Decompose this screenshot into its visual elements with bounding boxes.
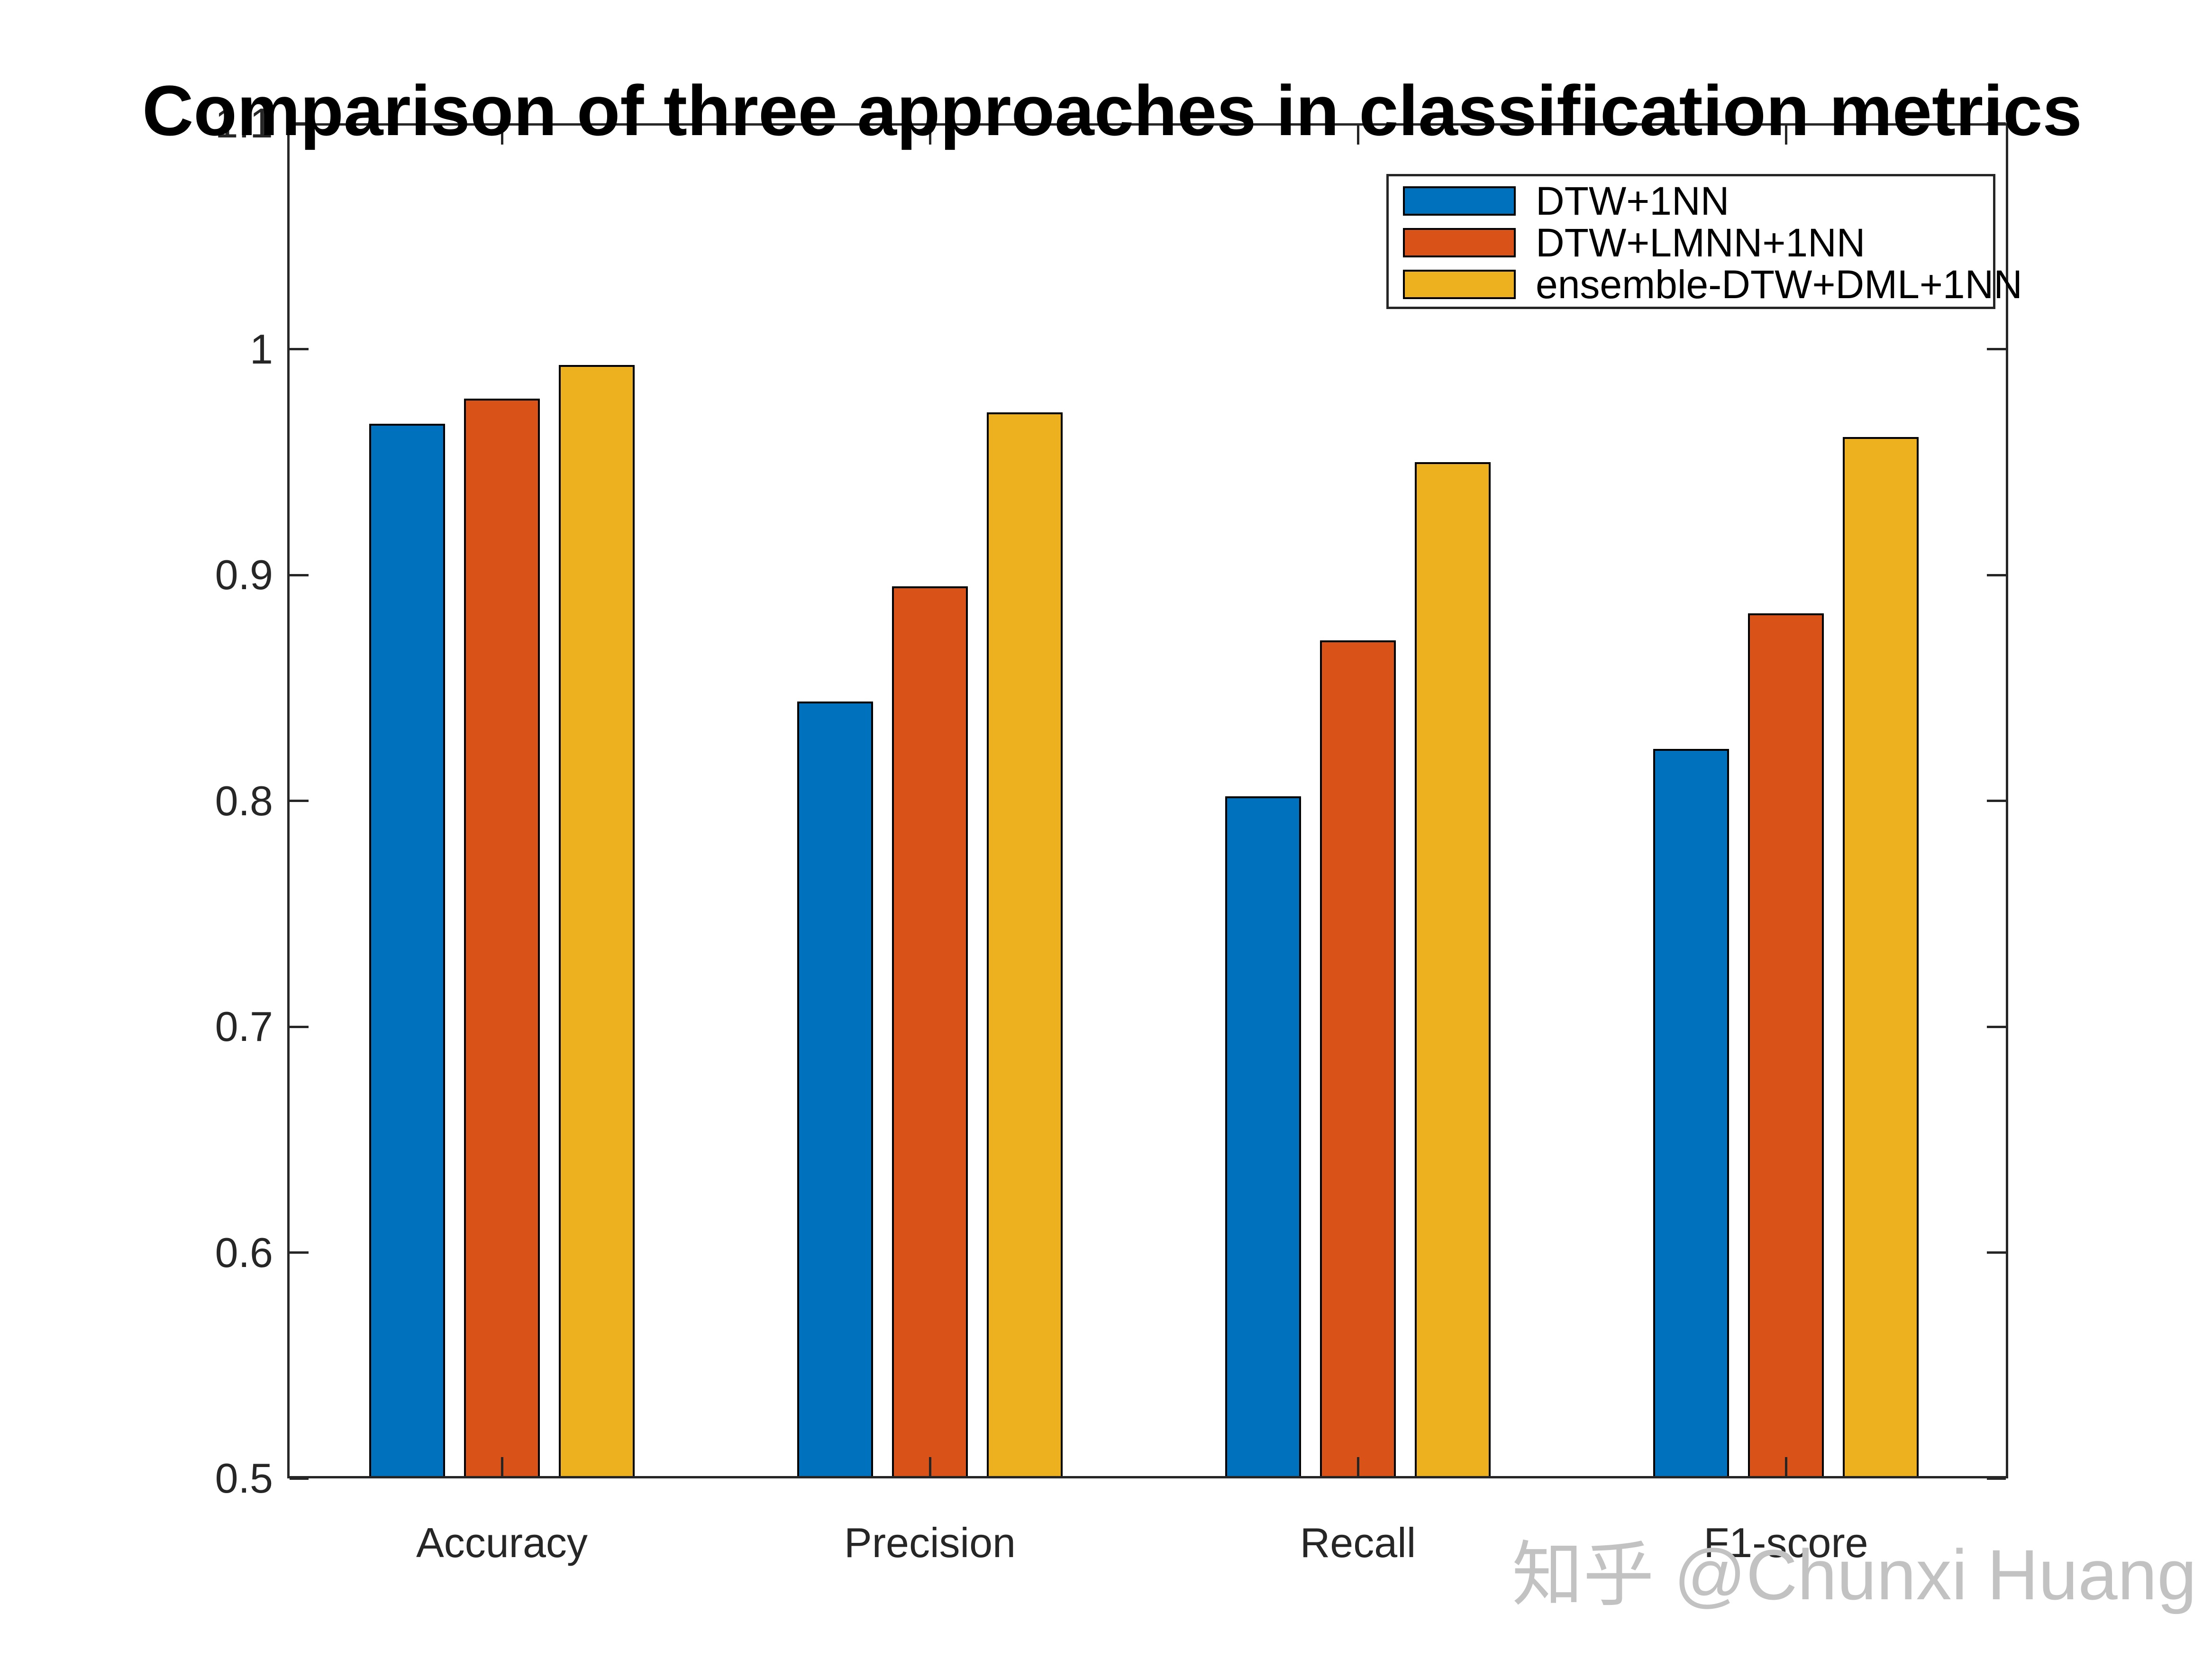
bar-ensemble-DTW+DML+1NN-Accuracy bbox=[559, 365, 635, 1478]
watermark-text: 知乎 @Chunxi Huang bbox=[1512, 1535, 2197, 1614]
x-tick-top-Accuracy bbox=[501, 126, 503, 145]
legend-label-ensemble-DTW+DML+1NN: ensemble-DTW+DML+1NN bbox=[1536, 262, 2022, 307]
y-tick-label-0.7: 0.7 bbox=[215, 1003, 273, 1050]
bar-DTW+1NN-F1-score bbox=[1653, 749, 1729, 1478]
x-category-label-Accuracy: Accuracy bbox=[416, 1519, 588, 1566]
x-tick-bottom-F1-score bbox=[1785, 1457, 1787, 1476]
bar-DTW+LMNN+1NN-Recall bbox=[1320, 640, 1396, 1478]
bar-ensemble-DTW+DML+1NN-Precision bbox=[987, 412, 1063, 1478]
y-tick-label-0.5: 0.5 bbox=[215, 1455, 273, 1502]
y-tick-label-0.8: 0.8 bbox=[215, 777, 273, 824]
bar-DTW+1NN-Precision bbox=[797, 702, 873, 1478]
legend-row-DTW+1NN: DTW+1NN bbox=[1403, 180, 1988, 222]
y-tick-left-0.6 bbox=[290, 1251, 309, 1254]
y-tick-label-1.1: 1.1 bbox=[215, 100, 273, 146]
y-tick-left-0.7 bbox=[290, 1026, 309, 1028]
y-tick-label-0.6: 0.6 bbox=[215, 1229, 273, 1276]
x-category-label-Recall: Recall bbox=[1300, 1519, 1416, 1566]
legend-swatch-DTW+LMNN+1NN bbox=[1403, 228, 1516, 257]
y-tick-right-0.7 bbox=[1987, 1026, 2006, 1028]
bar-DTW+LMNN+1NN-Accuracy bbox=[464, 399, 540, 1478]
x-category-label-F1-score: F1-score bbox=[1703, 1519, 1868, 1566]
legend-swatch-ensemble-DTW+DML+1NN bbox=[1403, 270, 1516, 299]
x-tick-top-F1-score bbox=[1785, 126, 1787, 145]
chart-title: Comparison of three approaches in classi… bbox=[142, 71, 2082, 150]
y-tick-left-0.8 bbox=[290, 800, 309, 802]
bar-DTW+1NN-Recall bbox=[1225, 796, 1301, 1478]
x-tick-top-Precision bbox=[929, 126, 931, 145]
y-tick-right-1 bbox=[1987, 348, 2006, 350]
x-tick-bottom-Accuracy bbox=[501, 1457, 503, 1476]
y-tick-left-1 bbox=[290, 348, 309, 350]
x-tick-top-Recall bbox=[1357, 126, 1359, 145]
bar-DTW+LMNN+1NN-Precision bbox=[892, 586, 968, 1478]
y-tick-right-0.9 bbox=[1987, 574, 2006, 576]
y-tick-left-0.9 bbox=[290, 574, 309, 576]
x-category-label-Precision: Precision bbox=[844, 1519, 1016, 1566]
x-tick-bottom-Recall bbox=[1357, 1457, 1359, 1476]
x-tick-bottom-Precision bbox=[929, 1457, 931, 1476]
y-tick-left-0.5 bbox=[290, 1477, 309, 1480]
y-tick-right-0.6 bbox=[1987, 1251, 2006, 1254]
bar-DTW+LMNN+1NN-F1-score bbox=[1748, 613, 1824, 1478]
legend-row-ensemble-DTW+DML+1NN: ensemble-DTW+DML+1NN bbox=[1403, 264, 2022, 305]
legend-label-DTW+LMNN+1NN: DTW+LMNN+1NN bbox=[1536, 220, 1866, 265]
y-tick-label-0.9: 0.9 bbox=[215, 551, 273, 598]
y-tick-right-0.8 bbox=[1987, 800, 2006, 802]
legend-box: DTW+1NN DTW+LMNN+1NN ensemble-DTW+DML+1NN bbox=[1386, 174, 2022, 309]
y-tick-right-0.5 bbox=[1987, 1477, 2006, 1480]
bar-ensemble-DTW+DML+1NN-Recall bbox=[1415, 462, 1491, 1478]
bar-DTW+1NN-Accuracy bbox=[369, 424, 445, 1478]
bar-ensemble-DTW+DML+1NN-F1-score bbox=[1843, 437, 1919, 1478]
legend-swatch-DTW+1NN bbox=[1403, 186, 1516, 216]
legend-label-DTW+1NN: DTW+1NN bbox=[1536, 179, 1730, 223]
y-tick-label-1: 1 bbox=[250, 326, 273, 373]
legend-row-DTW+LMNN+1NN: DTW+LMNN+1NN bbox=[1403, 222, 1988, 264]
